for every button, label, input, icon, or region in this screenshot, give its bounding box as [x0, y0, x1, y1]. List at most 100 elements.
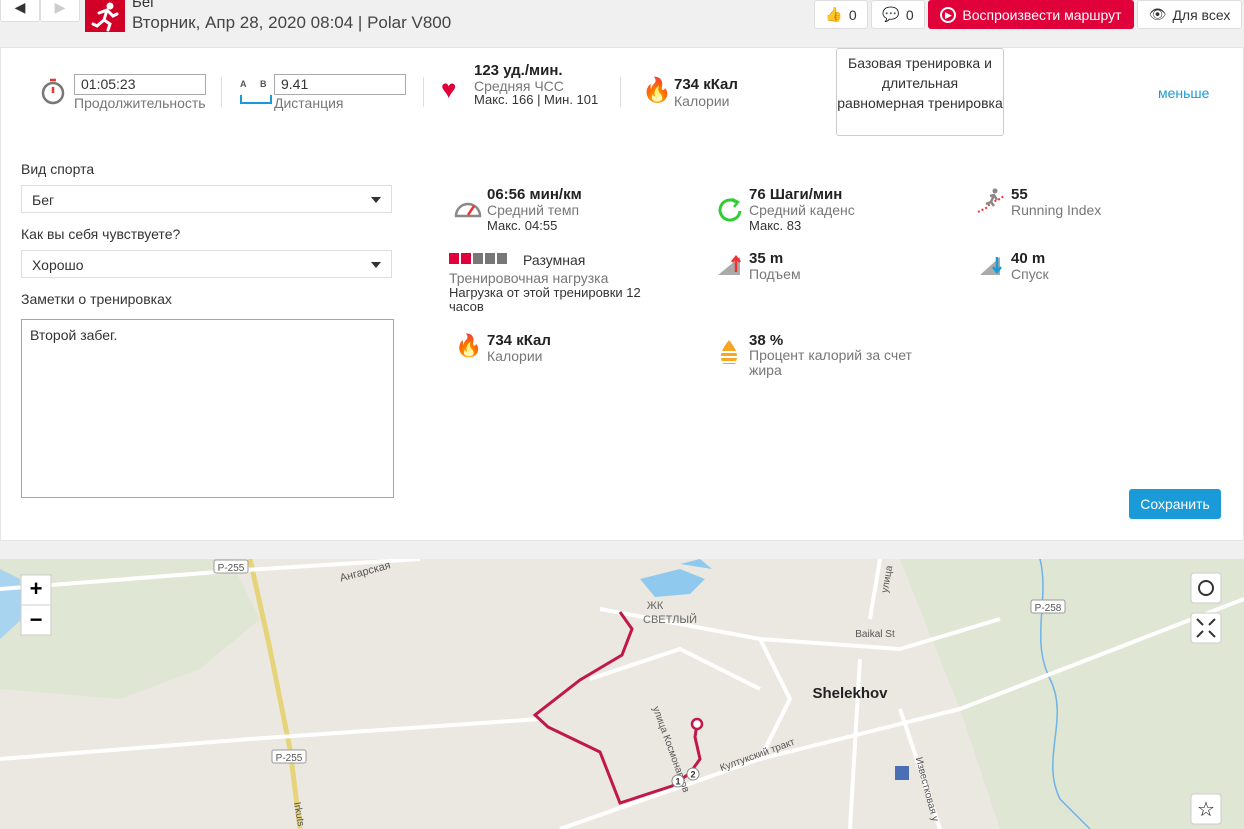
back-button[interactable]: ◀	[0, 0, 40, 22]
locate-button[interactable]	[1190, 572, 1222, 604]
distance-label: Дистанция	[274, 95, 344, 111]
calories-label: Калории	[674, 93, 730, 109]
map-label: улица	[880, 564, 896, 593]
divider	[221, 77, 222, 107]
cadence-value: 76 Шаги/мин	[749, 186, 843, 203]
map-label: Baikal St	[855, 629, 895, 640]
training-benefit: Базовая тренировка и длительная равномер…	[836, 48, 1004, 136]
session-subtitle: Вторник, Апр 28, 2020 08:04 | Polar V800	[132, 13, 452, 32]
load-cell	[449, 253, 459, 264]
pace-value: 06:56 мин/км	[487, 186, 582, 203]
sport-select[interactable]: Бег	[21, 185, 392, 213]
play-icon: ▶	[940, 6, 957, 23]
ascent-icon	[718, 254, 741, 275]
like-button[interactable]: 👍 0	[814, 0, 868, 29]
load-detail: Нагрузка от этой тренировки 12 часов	[449, 285, 641, 314]
highway	[247, 559, 303, 829]
map-label: СВЕТЛЫЙ	[643, 613, 697, 626]
running-index-value: 55	[1011, 186, 1028, 203]
pace-label: Средний темп	[487, 202, 580, 218]
ruler-icon	[240, 95, 272, 104]
load-cell	[497, 253, 507, 264]
stat-calories-label: Калории	[487, 348, 543, 364]
play-route-button[interactable]: ▶ Воспроизвести маршрут	[928, 0, 1134, 29]
water	[640, 559, 712, 597]
load-cell	[485, 253, 495, 264]
fat-label: Процент калорий за счет жира	[749, 347, 912, 378]
like-count: 0	[848, 6, 857, 23]
eye-icon: 👁	[1148, 6, 1167, 22]
flame-icon: 🔥	[642, 77, 672, 104]
less-link[interactable]: меньше	[1158, 85, 1210, 101]
load-cell	[461, 253, 471, 264]
zoom-in[interactable]: +	[30, 576, 43, 601]
map-label: Р-255	[276, 753, 303, 764]
pace-icon	[454, 202, 482, 218]
route-marker-label: 2	[690, 770, 695, 780]
descent-icon	[980, 257, 1002, 275]
zoom-out[interactable]: −	[30, 607, 43, 632]
divider	[620, 77, 621, 107]
distance-input[interactable]: 9.41	[274, 74, 406, 95]
descent-label: Спуск	[1011, 266, 1049, 282]
stopwatch-icon	[41, 78, 65, 105]
ab-a: A	[240, 79, 247, 89]
load-cell	[473, 253, 483, 264]
cadence-label: Средний каденс	[749, 202, 855, 218]
feeling-label: Как вы себя чувствуете?	[21, 226, 181, 242]
run-icon	[91, 2, 119, 32]
comment-count: 0	[905, 6, 914, 23]
favorite-button[interactable]	[1190, 793, 1222, 825]
like-icon: 👍	[825, 6, 843, 22]
fat-value: 38 %	[749, 332, 784, 349]
stat-calories-value: 734 кКал	[487, 332, 551, 349]
duration-input[interactable]: 01:05:23	[74, 74, 206, 95]
ascent-value: 35 m	[749, 250, 784, 267]
comment-button[interactable]: 💬 0	[871, 0, 925, 29]
load-meter	[449, 253, 507, 264]
ascent-label: Подъем	[749, 266, 801, 282]
load-value: Разумная	[523, 252, 586, 268]
heart-rate-detail: Макс. 166 | Мин. 101	[474, 92, 599, 107]
save-button[interactable]: Сохранить	[1129, 489, 1221, 519]
visibility-text: Для всех	[1172, 6, 1231, 23]
map-label: Shelekhov	[812, 685, 888, 702]
route-end	[690, 717, 704, 731]
load-label: Тренировочная нагрузка	[449, 270, 609, 286]
route	[532, 611, 702, 805]
play-route-text: Воспроизвести маршрут	[962, 6, 1122, 23]
heart-rate-label: Средняя ЧСС	[474, 78, 564, 94]
feeling-select[interactable]: Хорошо	[21, 250, 392, 278]
running-index-label: Running Index	[1011, 202, 1102, 218]
green-area	[0, 559, 260, 699]
cadence-detail: Макс. 83	[749, 218, 802, 233]
route-marker-label: 1	[675, 777, 680, 787]
fullscreen-button[interactable]	[1190, 612, 1222, 644]
duration-label: Продолжительность	[74, 95, 206, 111]
cadence-icon	[718, 197, 742, 222]
fullscreen-icon	[1196, 618, 1216, 638]
forward-button[interactable]: ▶	[40, 0, 80, 22]
map-label: ЖК	[647, 600, 664, 612]
calories-value: 734 кКал	[674, 76, 738, 93]
map-label: Р-258	[1035, 603, 1062, 614]
route-marker	[671, 774, 685, 788]
road-shield	[271, 749, 307, 764]
notes-label: Заметки о тренировках	[21, 291, 172, 307]
fat-icon	[720, 340, 738, 364]
calories-icon: 🔥	[455, 333, 483, 358]
bus-icon	[895, 766, 909, 780]
notes-textarea[interactable]: Второй забег.	[21, 319, 394, 498]
visibility-button[interactable]: 👁 Для всех	[1137, 0, 1242, 29]
sport-name: Бег	[132, 0, 156, 11]
map-label: Р-255	[218, 563, 245, 574]
sport-label: Вид спорта	[21, 161, 95, 177]
divider	[423, 77, 424, 107]
route-marker	[686, 767, 700, 781]
pace-detail: Макс. 04:55	[487, 218, 558, 233]
favorite-icon: ☆	[1197, 799, 1215, 821]
comment-icon: 💬	[882, 6, 900, 22]
